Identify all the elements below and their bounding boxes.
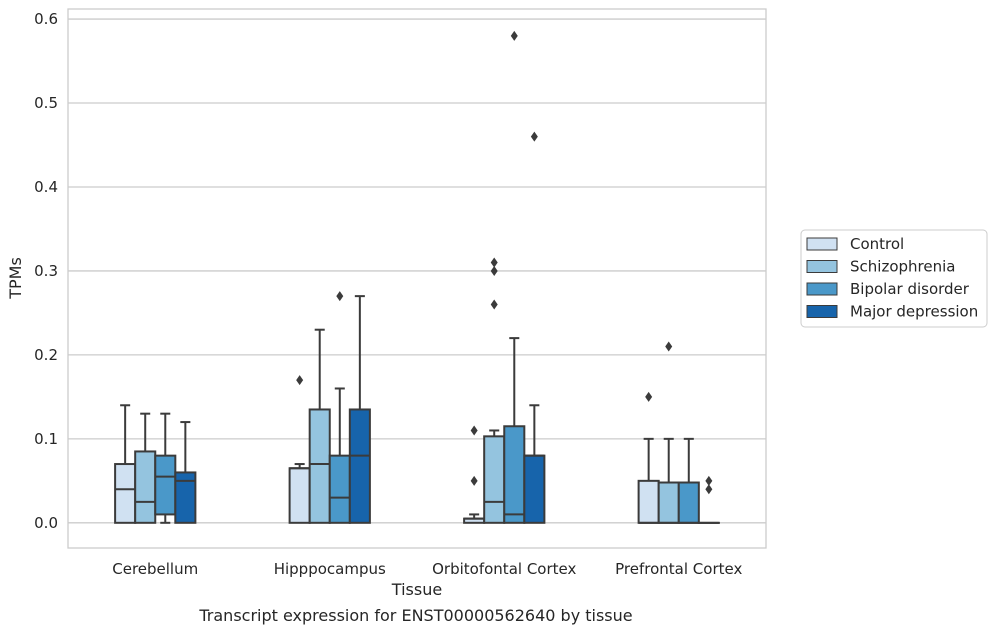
flier-point xyxy=(645,391,653,402)
y-tick-label: 0.4 xyxy=(34,178,58,196)
box xyxy=(463,425,486,524)
box xyxy=(503,30,526,524)
box-body xyxy=(308,408,331,524)
flier-point xyxy=(705,475,713,486)
box xyxy=(483,257,506,524)
box xyxy=(114,404,137,524)
box xyxy=(308,328,331,524)
y-tick-label: 0.6 xyxy=(34,10,58,28)
box xyxy=(328,291,351,524)
y-axis-label: TPMs xyxy=(6,257,25,300)
chart-caption: Transcript expression for ENST0000056264… xyxy=(199,606,633,625)
box xyxy=(637,391,660,524)
flier-point xyxy=(490,299,498,310)
box-body xyxy=(637,479,660,524)
flier-point xyxy=(296,375,304,386)
box-body xyxy=(134,450,157,524)
box-body xyxy=(503,425,526,524)
box-body xyxy=(288,467,311,524)
flier-point xyxy=(705,484,713,495)
box xyxy=(697,475,720,524)
grid-lines xyxy=(68,18,766,524)
x-tick-label: Hipppocampus xyxy=(274,560,386,578)
y-tick-label: 0.0 xyxy=(34,514,58,532)
legend-swatch xyxy=(806,282,838,296)
y-tick-label: 0.2 xyxy=(34,346,58,364)
flier-point xyxy=(490,257,498,268)
flier-point xyxy=(665,341,673,352)
legend-label: Control xyxy=(850,235,904,253)
box xyxy=(134,412,157,524)
box-body xyxy=(348,408,371,524)
flier-point xyxy=(530,131,538,142)
box xyxy=(657,341,680,524)
box xyxy=(677,437,700,524)
legend-label: Bipolar disorder xyxy=(850,280,970,298)
plot-frame xyxy=(67,8,767,549)
box xyxy=(348,295,371,524)
x-tick-label: Orbitofontal Cortex xyxy=(432,560,576,578)
x-tick-label: Prefrontal Cortex xyxy=(615,560,742,578)
legend-frame xyxy=(800,229,988,328)
y-tick-label: 0.5 xyxy=(34,94,58,112)
y-tick-label: 0.1 xyxy=(34,430,58,448)
legend-swatch xyxy=(806,305,838,318)
box xyxy=(288,375,311,524)
flier-point xyxy=(470,425,478,436)
x-tick-label: Cerebellum xyxy=(112,560,198,578)
box-body xyxy=(174,471,197,524)
box-body xyxy=(154,454,177,516)
box xyxy=(174,421,197,524)
y-tick-labels: 0.0 0.1 0.2 0.3 0.4 0.5 0.6 xyxy=(34,10,58,532)
legend-swatch xyxy=(806,237,838,251)
legend-label: Schizophrenia xyxy=(850,258,955,276)
box-body xyxy=(677,481,700,524)
box xyxy=(523,131,546,524)
flier-point xyxy=(470,475,478,486)
legend-label: Major depression xyxy=(850,303,978,321)
box-body xyxy=(483,435,506,524)
box-series xyxy=(114,30,720,524)
y-tick-label: 0.3 xyxy=(34,262,58,280)
box-body xyxy=(657,481,680,524)
legend-swatch xyxy=(806,260,838,273)
box-body xyxy=(328,454,351,524)
legend: Control Schizophrenia Bipolar disorder Majo… xyxy=(800,229,988,328)
flier-point xyxy=(490,265,498,276)
flier-point xyxy=(510,30,518,41)
box xyxy=(154,412,177,524)
flier-point xyxy=(336,291,344,302)
box-body xyxy=(114,463,137,524)
box-body xyxy=(523,454,546,524)
x-axis-label: Tissue xyxy=(391,580,442,599)
x-tick-labels: Cerebellum Hipppocampus Orbitofontal Corte… xyxy=(112,560,742,578)
